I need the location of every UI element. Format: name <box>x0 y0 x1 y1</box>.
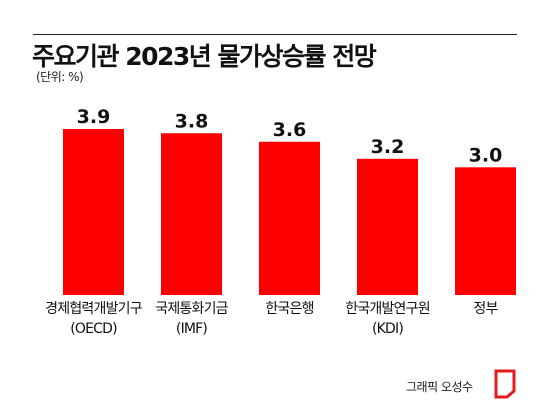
value-label-4: 3.0 <box>469 144 503 166</box>
bar-3 <box>357 158 418 295</box>
title-rule <box>33 34 517 35</box>
category-label-0-0: 경제협력개발기구 <box>45 301 143 317</box>
category-label-0-1: (OECD) <box>70 321 117 337</box>
bar-2 <box>259 141 320 295</box>
category-label-4-0: 정부 <box>473 301 498 317</box>
value-label-0: 3.9 <box>77 106 111 128</box>
bar-4 <box>455 167 516 295</box>
graphic-credit: 그래픽 오성수 <box>406 380 473 394</box>
value-label-2: 3.6 <box>273 119 307 141</box>
publisher-logo-icon <box>494 369 516 399</box>
value-label-3: 3.2 <box>371 136 405 158</box>
bar-0 <box>63 129 124 295</box>
value-label-1: 3.8 <box>175 110 209 132</box>
bar-1 <box>161 133 222 295</box>
category-label-3-1: (KDI) <box>372 321 403 337</box>
unit-label: (단위: %) <box>36 70 84 84</box>
chart-title: 주요기관 2023년 물가상승률 전망 <box>32 42 377 71</box>
category-label-1-1: (IMF) <box>176 321 208 337</box>
category-label-1-0: 국제통화기금 <box>155 301 228 317</box>
category-label-2-0: 한국은행 <box>265 301 313 317</box>
category-label-3-0: 한국개발연구원 <box>345 301 430 317</box>
